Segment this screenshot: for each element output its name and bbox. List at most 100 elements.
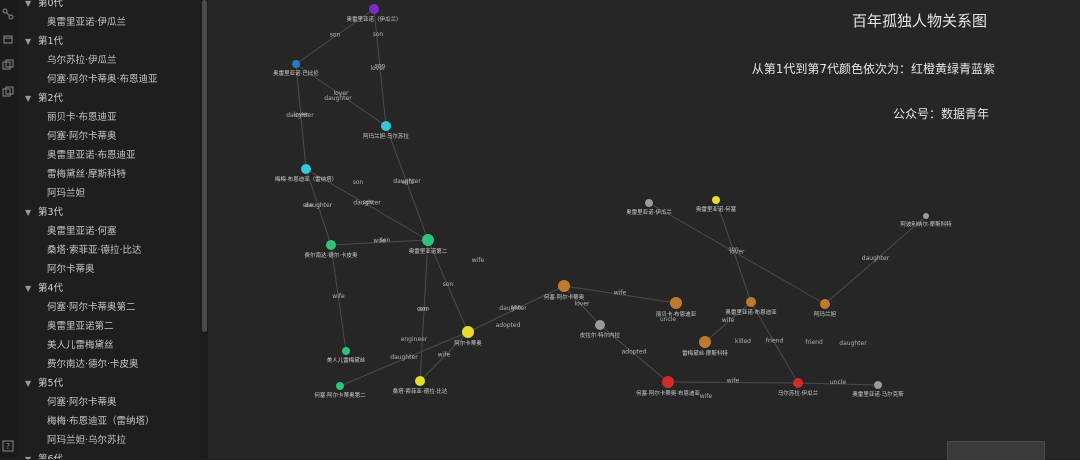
relationship-graph[interactable]: sonsonloverloverdaughterdaughterdaughter…	[208, 0, 1080, 459]
graph-edge[interactable]	[563, 285, 601, 326]
graph-node[interactable]	[874, 381, 882, 389]
sidebar-item[interactable]: 奥雷里亚诺·布恩迪亚	[17, 146, 200, 165]
chevron-down-icon[interactable]: ▼	[25, 379, 32, 388]
graph-edge[interactable]	[704, 301, 752, 343]
graph-node[interactable]	[301, 164, 311, 174]
graph-edge[interactable]	[373, 8, 387, 127]
edge-label: wife	[332, 293, 345, 300]
graph-node[interactable]	[292, 60, 300, 68]
graph-edge[interactable]	[427, 239, 469, 333]
graph-edge[interactable]	[750, 301, 799, 384]
graph-node[interactable]	[793, 378, 803, 388]
sidebar-item[interactable]: 阿玛兰妲·乌尔苏拉	[17, 431, 200, 450]
sidebar-item[interactable]: 奥雷里亚诺·何塞	[17, 222, 200, 241]
sidebar-item-label: 桑塔·索菲亚·德拉·比达	[47, 245, 142, 256]
node-label: 奥雷里亚诺（伊瓜兰）	[346, 15, 401, 23]
graph-node[interactable]	[326, 240, 336, 250]
graph-edge[interactable]	[295, 63, 307, 170]
edge-label: wife	[472, 257, 485, 264]
graph-node[interactable]	[662, 376, 674, 388]
graph-node[interactable]	[746, 297, 756, 307]
node-label: 费尔南达·德尔·卡皮奥	[305, 251, 358, 259]
graph-node[interactable]	[595, 320, 605, 330]
sidebar-item[interactable]: 美人儿雷梅黛丝	[17, 336, 200, 355]
node-label: 奥雷里亚诺第二	[409, 247, 448, 255]
sidebar-item[interactable]: 奥雷里亚诺第二	[17, 317, 200, 336]
graph-node[interactable]	[820, 299, 830, 309]
graph-node[interactable]	[381, 121, 391, 131]
graph-edge[interactable]	[339, 331, 469, 387]
edge-label: son	[303, 202, 314, 209]
chevron-down-icon[interactable]: ▼	[25, 0, 32, 8]
sidebar-group[interactable]: ▼ 第0代	[17, 0, 200, 13]
graph-node[interactable]	[462, 326, 474, 338]
graph-edge[interactable]	[824, 215, 927, 305]
graph-edge[interactable]	[385, 125, 429, 241]
sidebar-group[interactable]: ▼ 第4代	[17, 279, 200, 298]
sidebar-scroll-thumb[interactable]	[202, 0, 207, 332]
copy-icon[interactable]	[2, 59, 14, 71]
graph-edge[interactable]	[667, 381, 799, 384]
corner-panel[interactable]	[947, 441, 1045, 460]
graph-edge[interactable]	[648, 202, 826, 305]
graph-edge[interactable]	[295, 63, 387, 127]
graph-node[interactable]	[699, 336, 711, 348]
sidebar-item[interactable]: 梅梅·布恩迪亚（雷纳塔）	[17, 412, 200, 431]
chevron-down-icon[interactable]: ▼	[25, 208, 32, 217]
graph-edge[interactable]	[563, 285, 677, 304]
help-icon[interactable]: ?	[2, 440, 14, 452]
node-label: 梅梅·布恩迪亚（雷纳塔）	[275, 175, 337, 183]
sidebar-group-label: 第4代	[38, 283, 64, 294]
graph-node[interactable]	[712, 196, 720, 204]
graph-edge[interactable]	[419, 331, 469, 382]
graph-node[interactable]	[923, 213, 929, 219]
sidebar-item[interactable]: 乌尔苏拉·伊瓜兰	[17, 51, 200, 70]
graph-node[interactable]	[336, 382, 344, 390]
node-label: 阿尔卡蒂奥	[454, 339, 482, 347]
graph-edge[interactable]	[305, 168, 429, 241]
graph-edge[interactable]	[599, 324, 669, 383]
sidebar-item[interactable]: 何塞·阿尔卡蒂奥	[17, 127, 200, 146]
graph-canvas[interactable]: son son lover lover daughter daughter daughter…	[208, 0, 1080, 459]
graph-edge[interactable]	[419, 239, 429, 382]
graph-icon[interactable]	[2, 8, 14, 20]
chevron-down-icon[interactable]: ▼	[25, 284, 32, 293]
sidebar-item[interactable]: 雷梅黛丝·摩斯科特	[17, 165, 200, 184]
sidebar-item[interactable]: 何塞·阿尔卡蒂奥第二	[17, 298, 200, 317]
graph-node[interactable]	[558, 280, 570, 292]
sidebar-group[interactable]: ▼ 第1代	[17, 32, 200, 51]
node-label: 阿玛兰妲	[814, 310, 837, 318]
chevron-down-icon[interactable]: ▼	[25, 37, 32, 46]
graph-node[interactable]	[342, 347, 350, 355]
cube-icon[interactable]	[2, 33, 14, 45]
edge-label: son	[728, 246, 739, 253]
sidebar-group[interactable]: ▼ 第5代	[17, 374, 200, 393]
graph-node[interactable]	[422, 234, 434, 246]
sidebar-item[interactable]: 丽贝卡·布恩迪亚	[17, 108, 200, 127]
graph-node[interactable]	[369, 4, 379, 14]
sidebar-item[interactable]: 何塞·阿尔卡蒂奥	[17, 393, 200, 412]
graph-node[interactable]	[645, 199, 653, 207]
sidebar-item[interactable]: 桑塔·索菲亚·德拉·比达	[17, 241, 200, 260]
sidebar-group[interactable]: ▼ 第2代	[17, 89, 200, 108]
graph-node[interactable]	[415, 376, 425, 386]
graph-edge[interactable]	[467, 285, 565, 333]
edge-label: wife	[722, 317, 735, 324]
graph-edge[interactable]	[330, 239, 429, 246]
graph-edge[interactable]	[797, 382, 879, 386]
chevron-down-icon[interactable]: ▼	[25, 450, 31, 459]
node-label: 阿玛兰妲·乌尔苏拉	[363, 132, 409, 140]
graph-node[interactable]	[670, 297, 682, 309]
copy-icon[interactable]	[2, 86, 14, 98]
sidebar-item[interactable]: 何塞·阿尔卡蒂奥·布恩迪亚	[17, 70, 200, 89]
sidebar-item[interactable]: 奥雷里亚诺·伊瓜兰	[17, 13, 200, 32]
graph-edge[interactable]	[305, 168, 332, 246]
sidebar-group[interactable]: ▼ 第6代	[17, 450, 200, 459]
graph-edge[interactable]	[295, 8, 375, 65]
graph-edge[interactable]	[330, 244, 347, 352]
sidebar-item[interactable]: 费尔南达·德尔·卡皮奥	[17, 355, 200, 374]
sidebar-item[interactable]: 阿尔卡蒂奥	[17, 260, 200, 279]
sidebar-group[interactable]: ▼ 第3代	[17, 203, 200, 222]
chevron-down-icon[interactable]: ▼	[25, 94, 32, 103]
sidebar-item[interactable]: 阿玛兰妲	[17, 184, 200, 203]
